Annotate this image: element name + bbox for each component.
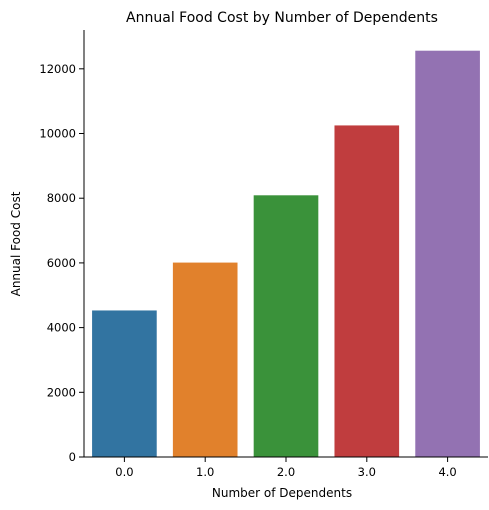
y-tick-label-3: 6000 [47,256,76,270]
bar-3 [334,125,400,457]
bar-0 [92,310,157,457]
y-axis-ticks: 0 2000 4000 6000 8000 10000 12000 [39,62,84,464]
y-axis-label: Annual Food Cost [9,191,23,296]
y-tick-label-6: 12000 [39,62,76,76]
x-tick-label-1: 1.0 [196,465,214,479]
x-tick-label-0: 0.0 [115,465,133,479]
x-tick-label-3: 3.0 [358,465,376,479]
bar-1 [172,262,238,457]
y-tick-label-2: 4000 [47,321,76,335]
y-tick-label-1: 2000 [47,385,76,399]
x-axis-label: Number of Dependents [212,486,352,500]
y-tick-label-0: 0 [69,450,76,464]
bar-2 [253,195,319,457]
x-tick-label-4: 4.0 [438,465,456,479]
chart-title: Annual Food Cost by Number of Dependents [126,10,438,26]
bar-4 [415,50,480,457]
y-tick-label-4: 8000 [47,191,76,205]
bars-group [92,50,480,457]
x-axis-ticks: 0.0 1.0 2.0 3.0 4.0 [115,457,457,479]
x-tick-label-2: 2.0 [277,465,295,479]
y-tick-label-5: 10000 [39,127,76,141]
